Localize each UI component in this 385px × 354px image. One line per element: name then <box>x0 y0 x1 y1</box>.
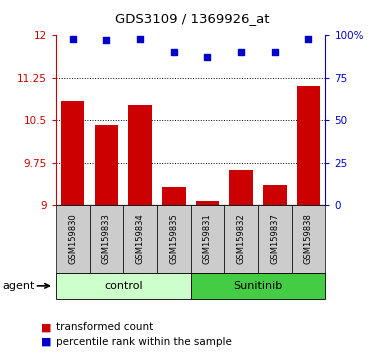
Text: GSM159834: GSM159834 <box>136 213 144 264</box>
Point <box>305 36 311 42</box>
Text: GSM159830: GSM159830 <box>68 213 77 264</box>
Point <box>103 38 109 43</box>
Point <box>272 50 278 55</box>
Text: GSM159835: GSM159835 <box>169 213 178 264</box>
Point <box>204 55 211 60</box>
Text: GSM159831: GSM159831 <box>203 213 212 264</box>
Text: GSM159832: GSM159832 <box>237 213 246 264</box>
Text: GSM159837: GSM159837 <box>270 213 279 264</box>
Bar <box>61 101 84 205</box>
Point <box>171 50 177 55</box>
Text: percentile rank within the sample: percentile rank within the sample <box>56 337 232 347</box>
Bar <box>263 185 286 205</box>
Text: ■: ■ <box>41 337 52 347</box>
Point <box>137 36 143 42</box>
Bar <box>196 201 219 205</box>
Bar <box>95 125 118 205</box>
Bar <box>128 104 152 205</box>
Text: transformed count: transformed count <box>56 322 153 332</box>
Bar <box>297 86 320 205</box>
Point <box>238 50 244 55</box>
Text: ■: ■ <box>41 322 52 332</box>
Text: control: control <box>104 281 142 291</box>
Point <box>70 36 76 42</box>
Text: GDS3109 / 1369926_at: GDS3109 / 1369926_at <box>115 12 270 25</box>
Text: Sunitinib: Sunitinib <box>233 281 283 291</box>
Bar <box>162 187 186 205</box>
Bar <box>229 170 253 205</box>
Text: GSM159838: GSM159838 <box>304 213 313 264</box>
Text: GSM159833: GSM159833 <box>102 213 111 264</box>
Text: agent: agent <box>2 281 34 291</box>
